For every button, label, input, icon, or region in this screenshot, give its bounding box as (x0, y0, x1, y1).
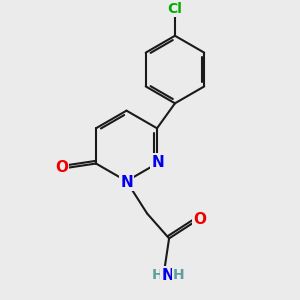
Text: N: N (151, 154, 164, 169)
Text: H: H (152, 268, 163, 282)
Text: O: O (194, 212, 206, 227)
Text: N: N (161, 268, 174, 283)
Text: H: H (173, 268, 184, 282)
Text: O: O (55, 160, 68, 175)
Text: N: N (120, 175, 133, 190)
Text: Cl: Cl (167, 2, 182, 16)
